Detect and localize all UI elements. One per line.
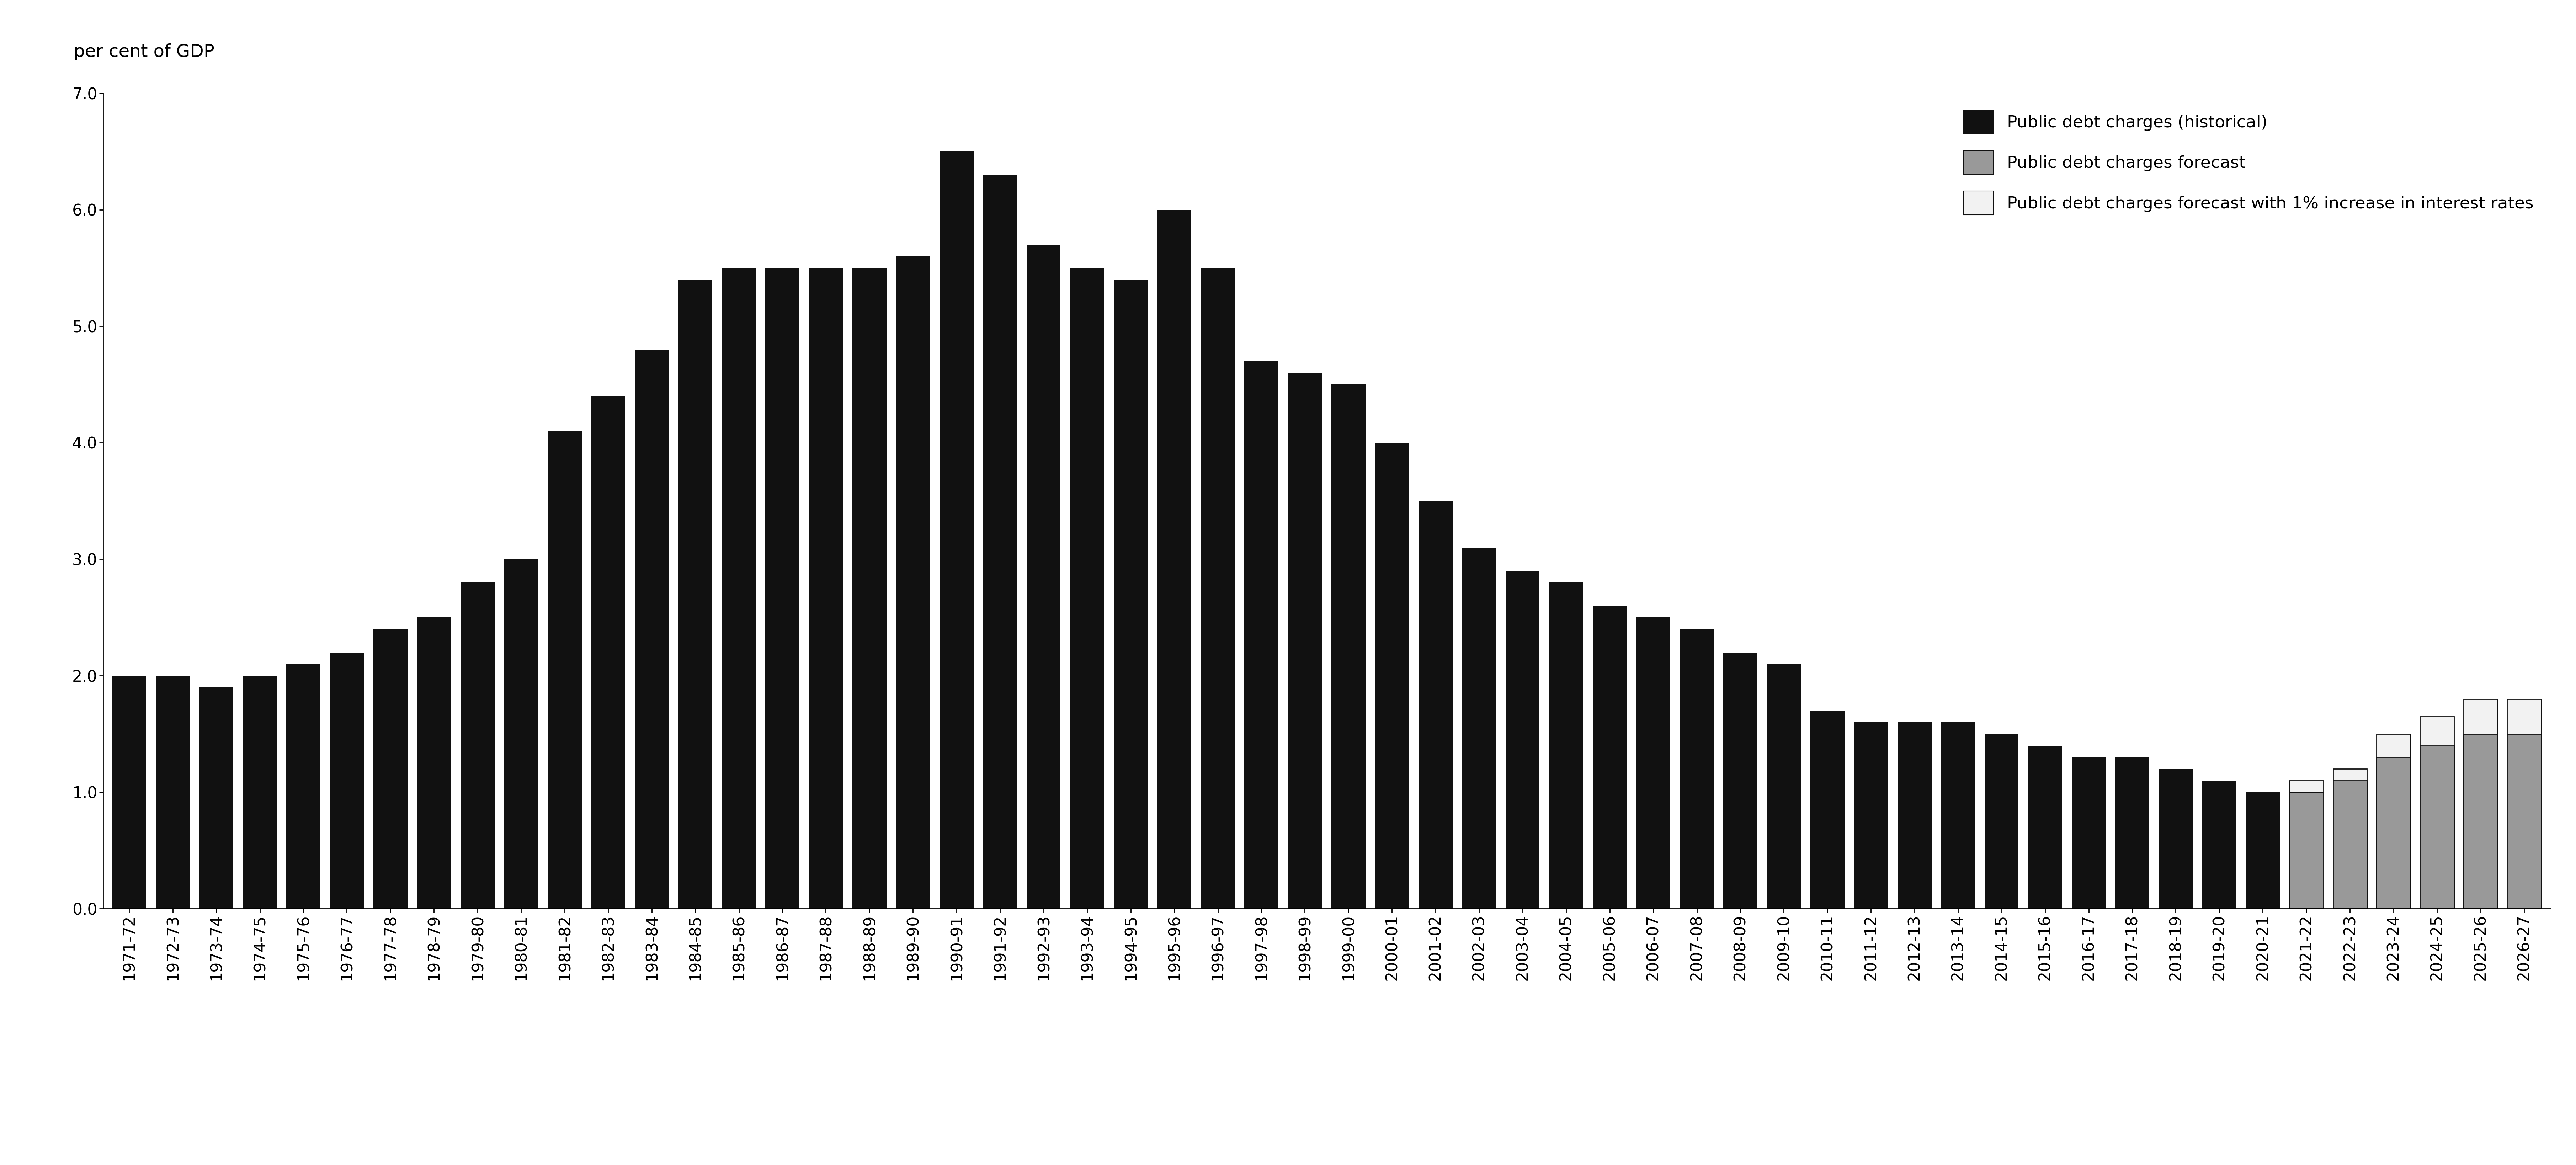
Bar: [113, 676, 147, 909]
Legend: Public debt charges (historical), Public debt charges forecast, Public debt char: Public debt charges (historical), Public…: [1955, 101, 2543, 224]
Bar: [1200, 268, 1234, 909]
Bar: [1028, 245, 1061, 909]
Bar: [2202, 781, 2236, 909]
Bar: [1069, 268, 1105, 909]
Bar: [1723, 652, 1757, 909]
Bar: [2419, 746, 2455, 909]
Bar: [1244, 361, 1278, 909]
Text: per cent of GDP: per cent of GDP: [75, 43, 214, 61]
Bar: [2290, 792, 2324, 909]
Bar: [1636, 617, 1669, 909]
Bar: [1855, 722, 1888, 909]
Bar: [1899, 722, 1932, 909]
Bar: [677, 280, 711, 909]
Bar: [2378, 757, 2411, 909]
Bar: [417, 617, 451, 909]
Bar: [242, 676, 276, 909]
Bar: [1504, 571, 1540, 909]
Bar: [1592, 606, 1625, 909]
Bar: [198, 687, 234, 909]
Bar: [896, 256, 930, 909]
Bar: [765, 268, 799, 909]
Bar: [1811, 711, 1844, 909]
Bar: [984, 175, 1018, 909]
Bar: [330, 652, 363, 909]
Bar: [2463, 734, 2499, 909]
Bar: [1680, 629, 1713, 909]
Bar: [1548, 582, 1584, 909]
Bar: [1376, 443, 1409, 909]
Bar: [549, 431, 582, 909]
Bar: [2290, 781, 2324, 909]
Bar: [2115, 757, 2148, 909]
Bar: [2246, 792, 2280, 909]
Bar: [2378, 734, 2411, 909]
Bar: [940, 151, 974, 909]
Bar: [2027, 746, 2063, 909]
Bar: [1463, 548, 1497, 909]
Bar: [2463, 699, 2499, 909]
Bar: [2159, 769, 2192, 909]
Bar: [721, 268, 755, 909]
Bar: [1113, 280, 1149, 909]
Bar: [1157, 210, 1190, 909]
Bar: [505, 559, 538, 909]
Bar: [590, 396, 626, 909]
Bar: [2419, 716, 2455, 909]
Bar: [1942, 722, 1976, 909]
Bar: [374, 629, 407, 909]
Bar: [809, 268, 842, 909]
Bar: [1288, 373, 1321, 909]
Bar: [2071, 757, 2105, 909]
Bar: [286, 664, 319, 909]
Bar: [634, 350, 670, 909]
Bar: [1332, 384, 1365, 909]
Bar: [2506, 699, 2540, 909]
Bar: [1767, 664, 1801, 909]
Bar: [2506, 734, 2540, 909]
Bar: [2334, 781, 2367, 909]
Bar: [1419, 501, 1453, 909]
Bar: [853, 268, 886, 909]
Bar: [155, 676, 191, 909]
Bar: [2334, 769, 2367, 909]
Bar: [1984, 734, 2020, 909]
Bar: [461, 582, 495, 909]
